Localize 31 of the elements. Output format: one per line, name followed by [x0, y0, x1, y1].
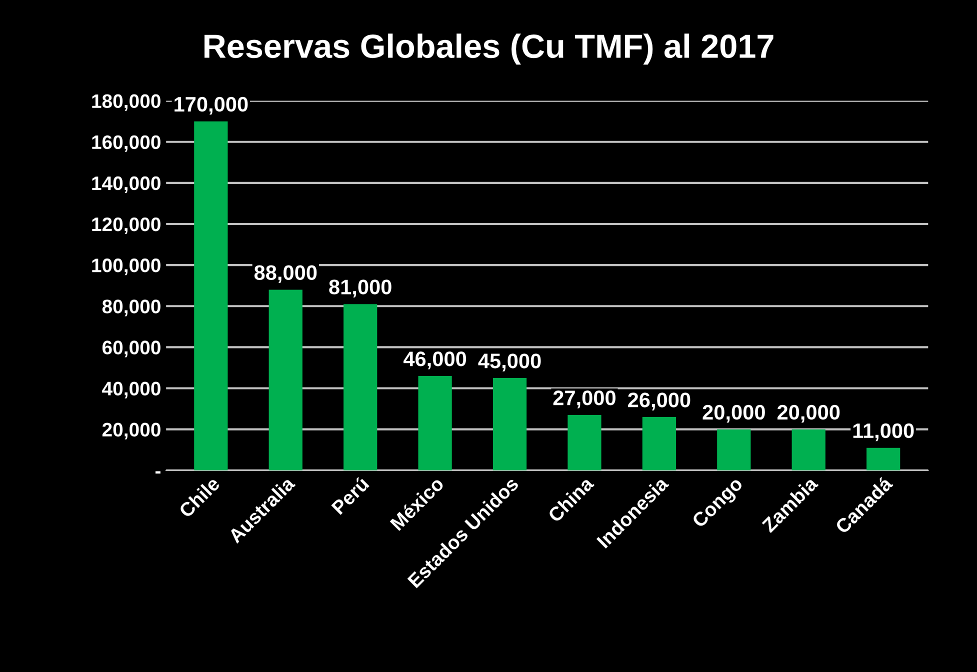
y-tick-label: 180,000 [92, 94, 160, 111]
data-label: 20,000 [777, 404, 840, 423]
bar [642, 417, 676, 470]
bar [268, 290, 302, 470]
data-label: 11,000 [853, 423, 914, 442]
data-label: 20,000 [702, 404, 765, 423]
y-tick-label: 160,000 [92, 135, 160, 152]
bar [717, 429, 751, 470]
bar [194, 121, 228, 470]
bar [568, 414, 602, 470]
y-tick-label: 20,000 [102, 422, 160, 440]
data-label: 81,000 [329, 280, 392, 298]
bar [344, 304, 378, 470]
y-tick-label: - [156, 471, 160, 474]
data-label: 88,000 [254, 265, 317, 284]
y-tick-label: 120,000 [92, 217, 160, 234]
data-label: 26,000 [628, 392, 690, 410]
bar [492, 378, 527, 470]
data-label: 46,000 [404, 352, 466, 370]
data-label: 45,000 [478, 354, 541, 372]
bar [792, 429, 826, 470]
chart-title: Reservas Globales (Cu TMF) al 2017 [204, 34, 774, 65]
bar [866, 448, 900, 470]
y-tick-label: 60,000 [102, 340, 160, 358]
data-label: 27,000 [553, 390, 616, 408]
y-tick-label: 80,000 [102, 300, 160, 316]
data-label: 170,000 [174, 96, 248, 115]
bar [418, 376, 452, 470]
y-tick-label: 40,000 [102, 382, 160, 398]
y-tick-label: 140,000 [92, 176, 160, 193]
y-tick-label: 100,000 [92, 258, 160, 276]
